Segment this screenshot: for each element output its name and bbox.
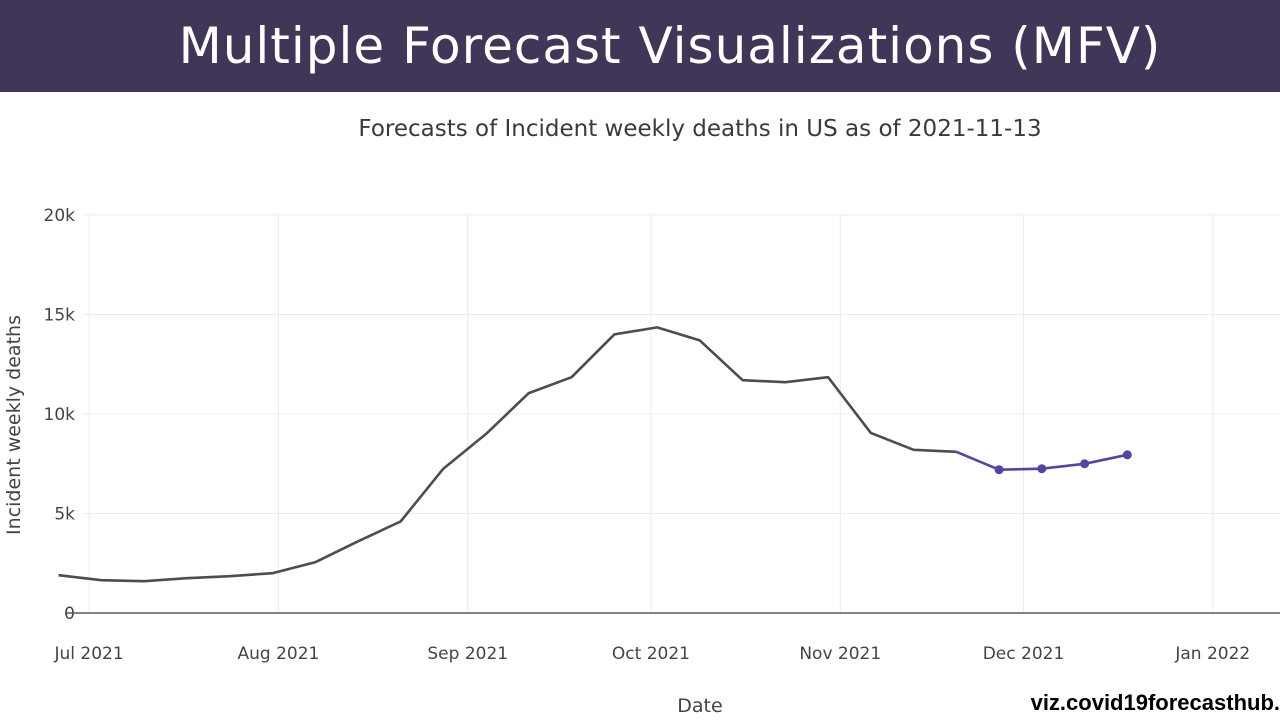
y-tick-label: 5k (54, 505, 75, 525)
x-tick-label: Jul 2021 (54, 644, 124, 664)
y-tick-label: 0 (64, 604, 75, 624)
page-title: Multiple Forecast Visualizations (MFV) (178, 17, 1162, 75)
series-1-point (1080, 459, 1090, 469)
y-tick-label: 15k (44, 306, 76, 326)
series-1-point (1037, 464, 1047, 474)
chart-title: Forecasts of Incident weekly deaths in U… (358, 116, 1042, 142)
x-tick-label: Sep 2021 (427, 644, 508, 664)
x-tick-label: Nov 2021 (799, 644, 881, 664)
series-1-point (1122, 450, 1132, 460)
y-axis-label: Incident weekly deaths (3, 315, 25, 535)
title-banner: Multiple Forecast Visualizations (MFV) (0, 0, 1280, 92)
y-tick-label: 20k (44, 206, 76, 226)
series-1-point (994, 465, 1004, 475)
series-0-line (58, 326, 957, 583)
x-axis-label: Date (677, 695, 722, 717)
x-tick-label: Aug 2021 (237, 644, 319, 664)
y-tick-label: 10k (44, 405, 76, 425)
x-tick-label: Oct 2021 (612, 644, 690, 664)
x-tick-label: Jan 2022 (1174, 644, 1250, 664)
x-tick-label: Dec 2021 (983, 644, 1065, 664)
source-credit: viz.covid19forecasthub. (1030, 690, 1280, 715)
